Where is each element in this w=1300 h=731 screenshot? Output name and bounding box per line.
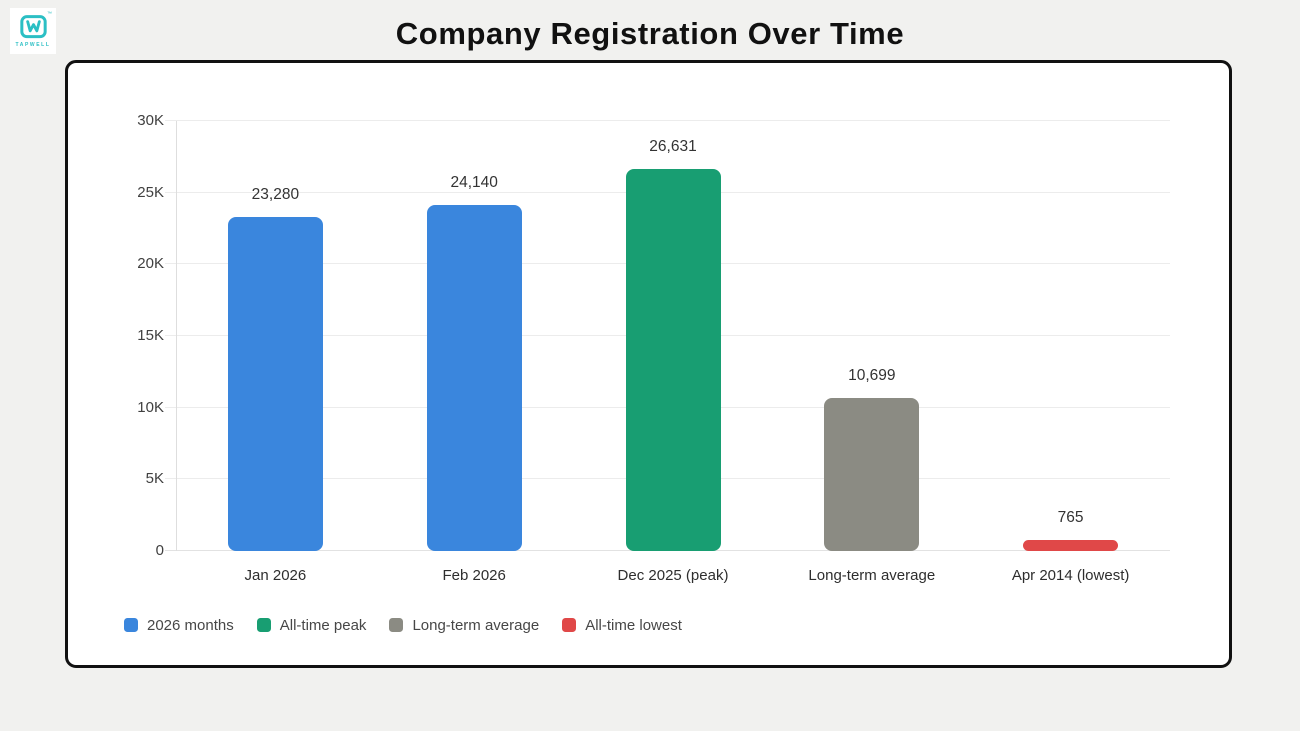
legend-item-2026 months: 2026 months xyxy=(124,617,234,634)
legend-label: 2026 months xyxy=(147,616,234,634)
bar-chart-plot-area: 0 5K 10K 15K 20K 25K 30K 23,280 Jan 2026 24,140 Fe… xyxy=(68,63,1229,665)
tapwell-logo: ™ TAPWELL xyxy=(10,8,56,54)
legend-item-Long-term average: Long-term average xyxy=(389,617,539,634)
gridline-30K xyxy=(165,120,1170,121)
bar-value-label: 24,140 xyxy=(450,174,498,191)
legend-label: All-time peak xyxy=(279,616,367,634)
y-tick-label: 30K xyxy=(137,112,164,129)
legend-label: Long-term average xyxy=(412,616,540,634)
legend-swatch xyxy=(562,618,577,632)
bar-Apr 2014 (lowest) xyxy=(1023,540,1119,551)
tapwell-logo-wordmark: TAPWELL xyxy=(15,41,51,48)
chart-legend: 2026 months All-time peak Long-term averag… xyxy=(124,615,682,635)
x-tick-label: Long-term average xyxy=(808,567,936,584)
x-tick-label: Apr 2014 (lowest) xyxy=(1011,567,1130,584)
legend-label: All-time lowest xyxy=(585,616,682,634)
legend-swatch xyxy=(124,618,138,632)
legend-swatch xyxy=(389,618,404,632)
tapwell-logo-icon xyxy=(19,14,47,38)
bar-Feb 2026 xyxy=(426,205,522,551)
x-tick-label: Dec 2025 (peak) xyxy=(617,567,729,584)
bar-Long-term average xyxy=(824,397,920,551)
y-tick-label: 0 xyxy=(155,542,164,559)
bar-Jan 2026 xyxy=(227,217,323,551)
y-tick-label: 15K xyxy=(137,327,164,344)
y-axis-line xyxy=(176,121,177,551)
legend-item-All-time lowest: All-time lowest xyxy=(562,617,682,634)
bar-Dec 2025 (peak) xyxy=(625,169,721,551)
bar-value-label: 765 xyxy=(1057,509,1084,527)
bar-value-label: 23,280 xyxy=(251,186,300,204)
bar-value-label: 26,631 xyxy=(649,138,697,156)
chart-card: 0 5K 10K 15K 20K 25K 30K 23,280 Jan 2026 24,140 Fe… xyxy=(65,60,1232,668)
y-tick-label: 10K xyxy=(137,398,164,416)
x-tick-label: Jan 2026 xyxy=(244,567,307,584)
y-tick-label: 20K xyxy=(137,255,164,273)
bar-value-label: 10,699 xyxy=(848,366,896,384)
x-tick-label: Feb 2026 xyxy=(442,567,506,584)
trademark-symbol: ™ xyxy=(47,11,52,17)
legend-swatch xyxy=(256,618,271,632)
y-tick-label: 25K xyxy=(137,183,164,201)
legend-item-All-time peak: All-time peak xyxy=(256,616,367,634)
y-tick-label: 5K xyxy=(145,470,164,488)
page-title: Company Registration Over Time xyxy=(395,16,905,51)
